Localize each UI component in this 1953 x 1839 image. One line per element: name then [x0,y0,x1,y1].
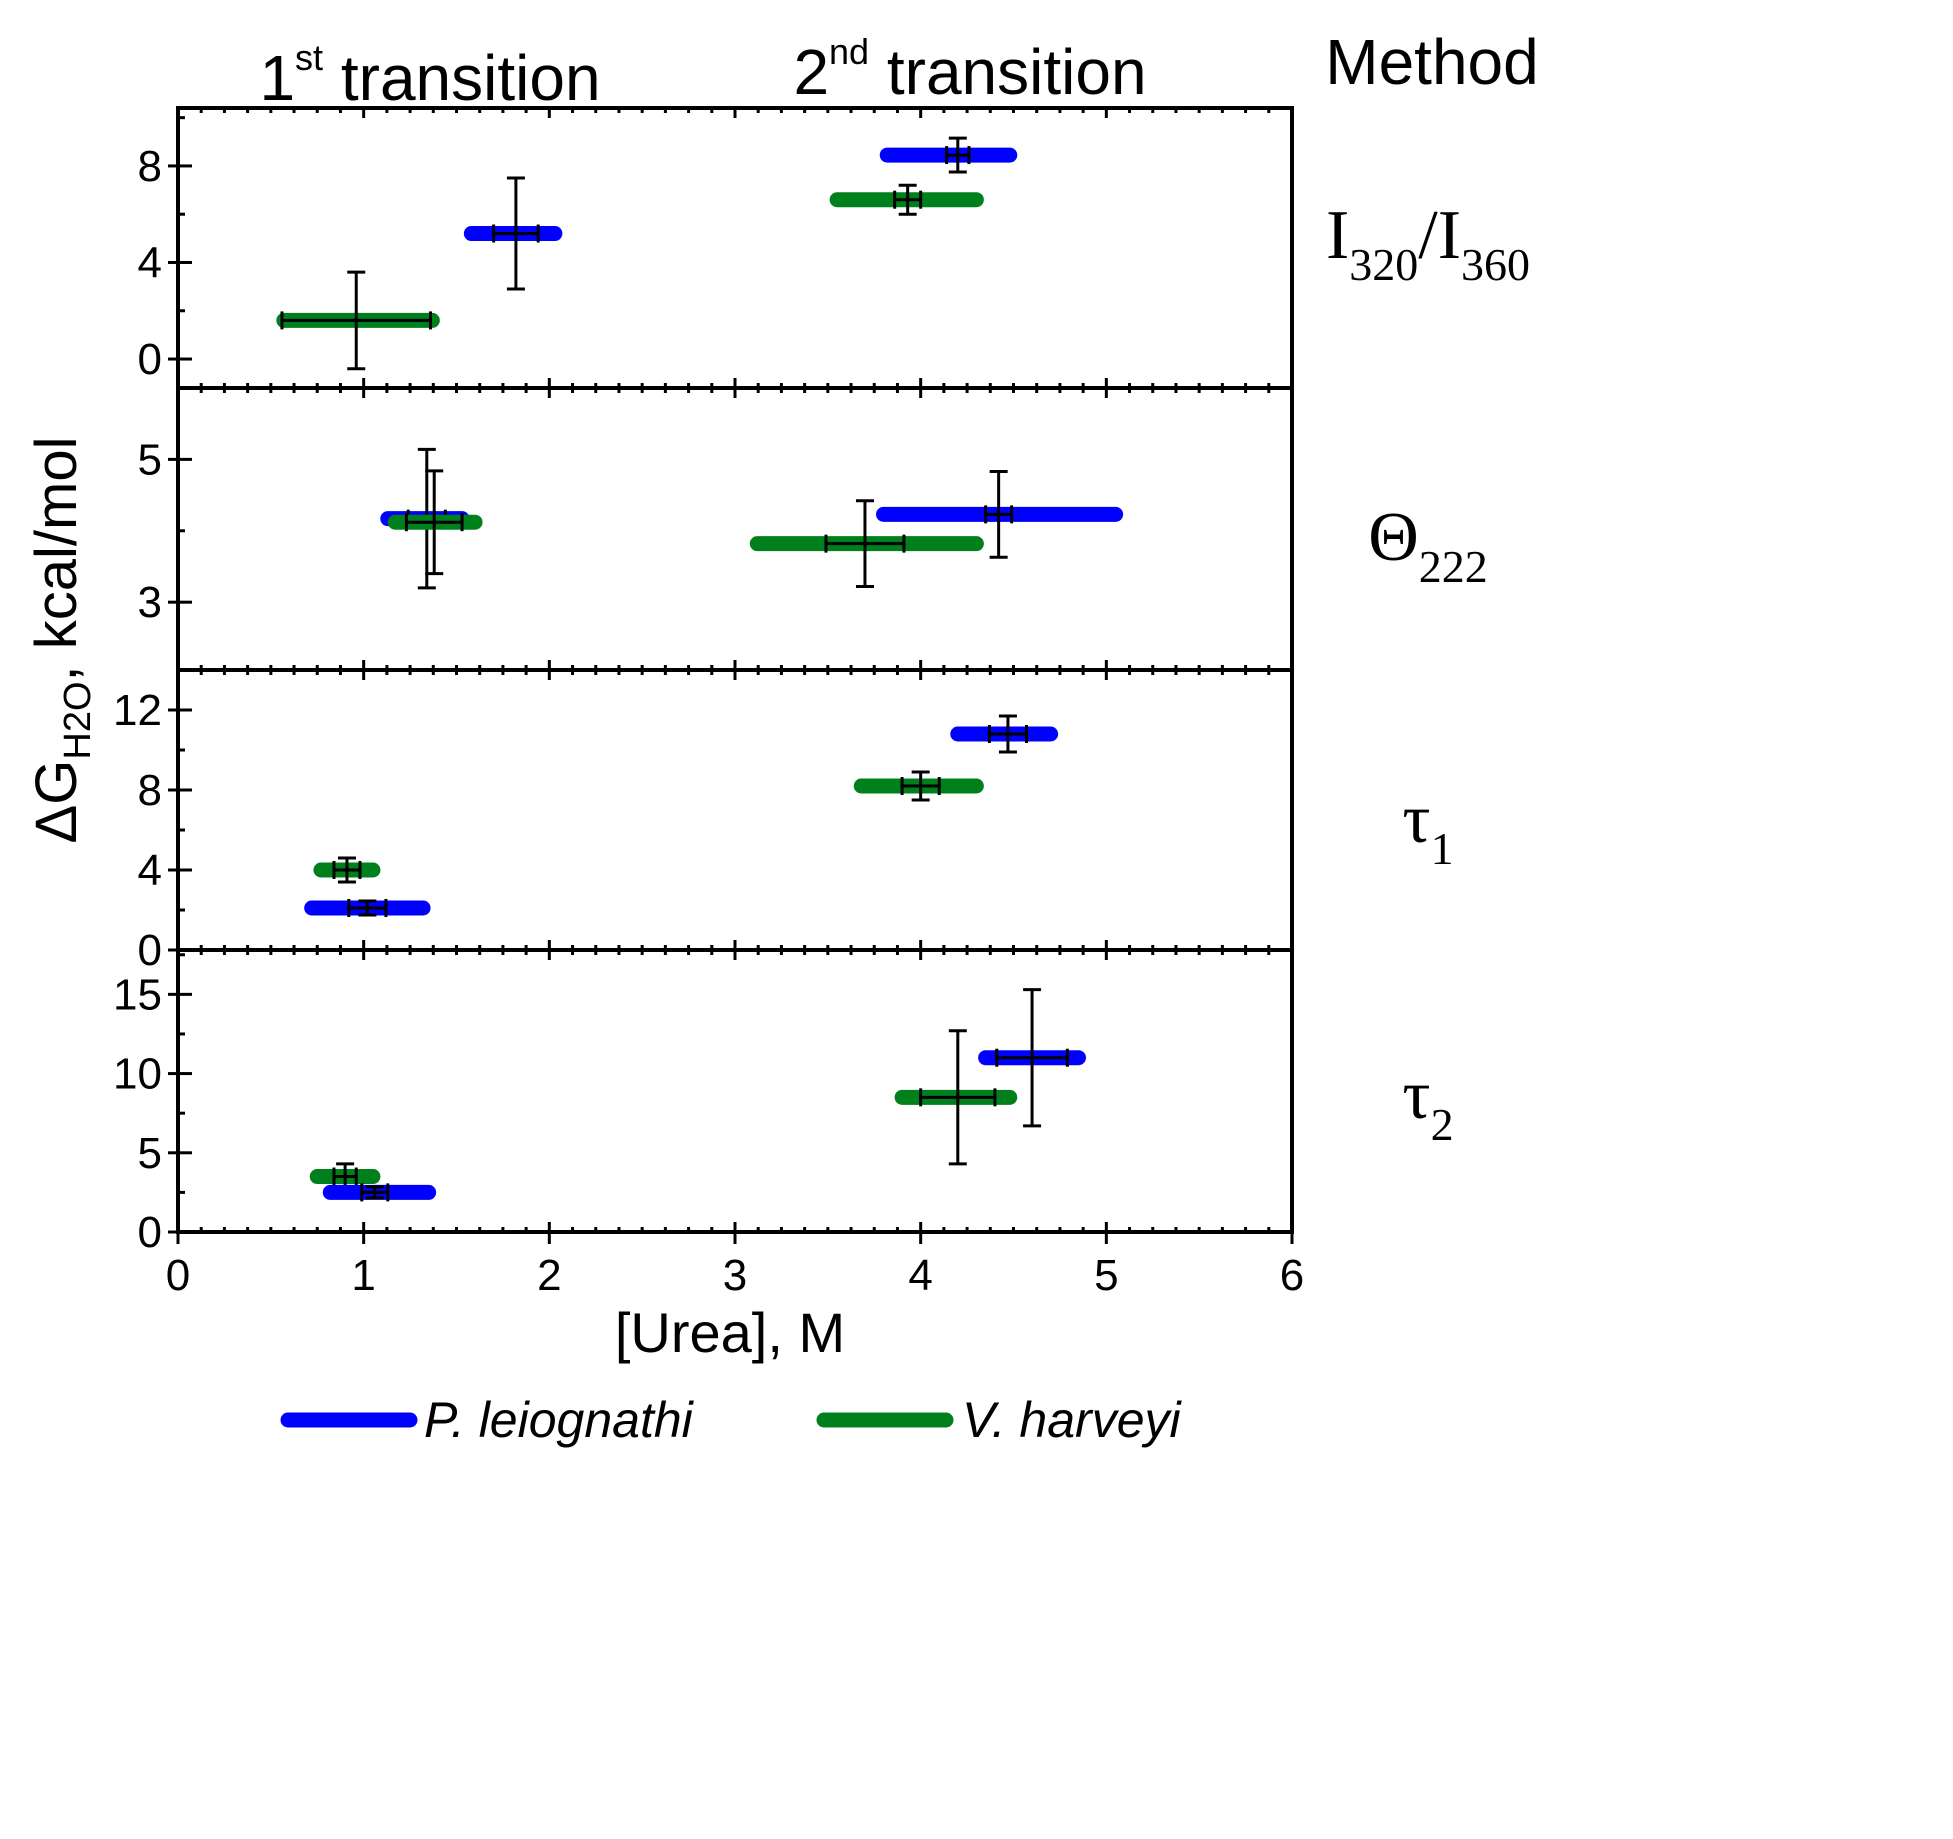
y-axis-label-suffix: , kcal/mol [24,437,89,682]
method-label-sub: 320 [1349,239,1418,290]
y-tick-label: 4 [138,846,162,895]
method-label: Θ222 [1368,499,1488,592]
data-point [950,714,1059,754]
y-tick-label: 5 [138,1129,162,1178]
data-point [304,899,431,917]
method-label-sub2: 360 [1461,239,1530,290]
y-tick-label: 0 [138,335,162,384]
y-tick-label: 12 [113,686,162,735]
y-tick-label: 8 [138,142,162,191]
data-point [387,469,483,576]
y-axis-label-prefix: ΔG [24,760,89,844]
data-point [463,176,563,291]
data-point [876,470,1124,559]
data-point [276,270,440,371]
x-axis-label: [Urea], M [615,1301,845,1364]
data-point [978,988,1086,1128]
method-label-main: Θ [1368,499,1419,576]
method-label: I320/I360 [1326,197,1530,290]
x-tick-label: 6 [1280,1251,1304,1300]
y-tick-label: 0 [138,926,162,975]
legend-item: P. leiognathi [280,1392,695,1448]
method-label-main: τ [1402,1057,1430,1134]
method-label: τ2 [1402,1057,1453,1150]
y-tick-label: 3 [138,578,162,627]
legend-label: P. leiognathi [424,1392,695,1448]
data-point [853,770,984,802]
header-first-transition-sup: st [295,37,323,78]
data-point [313,856,381,884]
data-point [879,136,1018,174]
legend-item: V. harveyi [816,1392,1182,1448]
header-second-transition-base: 2 [793,36,829,108]
x-tick-label: 4 [908,1251,932,1300]
y-tick-label: 0 [138,1208,162,1257]
x-tick-label: 2 [537,1251,561,1300]
method-label-main: τ [1402,781,1430,858]
x-tick-label: 5 [1094,1251,1118,1300]
header-first-transition-base: 1 [259,42,295,114]
header-second-transition-sup: nd [829,31,869,72]
header-method: Method [1325,26,1538,98]
y-axis-label-sub: H2O [57,681,99,759]
method-label-sub: 2 [1431,1099,1454,1150]
method-label-sep: /I [1418,197,1461,274]
legend: P. leiognathi V. harveyi [280,1392,1182,1448]
legend-label: V. harveyi [962,1392,1182,1448]
data-point [829,183,984,216]
panel-1: 0 4 8 [138,106,1294,390]
y-tick-label: 15 [113,970,162,1019]
y-tick-label: 8 [138,766,162,815]
data-point [749,499,984,588]
x-tick-label: 0 [166,1251,190,1300]
method-label: τ1 [1402,781,1453,874]
header-second-transition-rest: transition [869,36,1146,108]
method-label-main: I [1326,197,1349,274]
panel-2: 35 [138,386,1294,672]
x-tick-label: 3 [723,1251,747,1300]
panel-4: 0 5 10 15 [113,948,1294,1257]
header-first-transition-rest: transition [323,42,600,114]
y-tick-label: 4 [138,238,162,287]
data-point [322,1183,437,1202]
y-axis-label: ΔGH2O, kcal/mol [24,437,99,844]
y-tick-label: 10 [113,1050,162,1099]
panel-frame [176,386,1294,672]
x-axis: 0 1 2 3 4 5 6 [166,1232,1304,1300]
data-point [894,1029,1018,1166]
panel-3: 0 4 8 12 [113,668,1294,975]
header-second-transition: 2nd transition [793,31,1146,108]
method-label-sub: 222 [1419,541,1488,592]
method-label-sub: 1 [1431,823,1454,874]
x-tick-label: 1 [351,1251,375,1300]
panel-frame [176,106,1294,390]
header-first-transition: 1st transition [259,37,600,114]
y-tick-label: 5 [138,435,162,484]
